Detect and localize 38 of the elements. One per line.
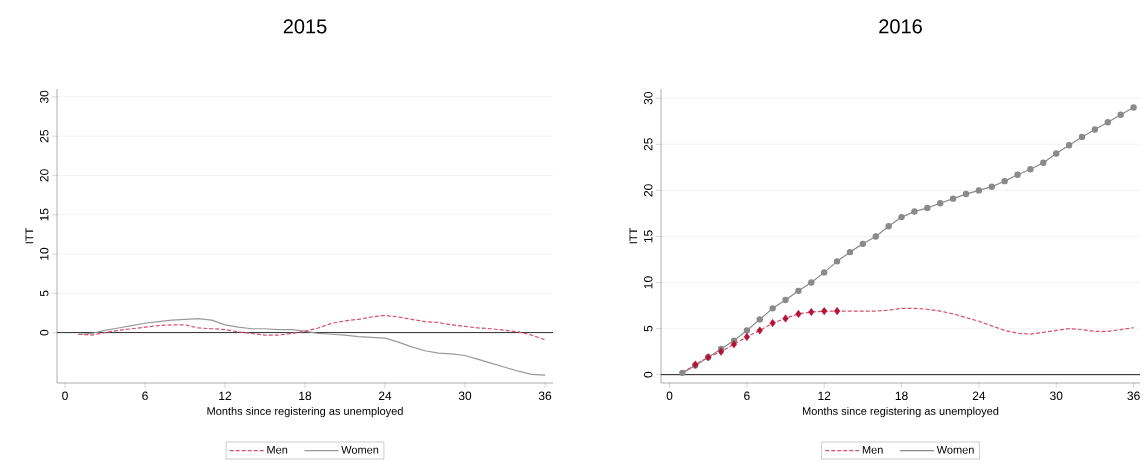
legend-label: Men	[862, 446, 883, 454]
x-tick-label: 0	[62, 391, 68, 401]
y-axis-title: ITT	[25, 228, 34, 244]
x-tick-label: 0	[666, 391, 673, 401]
y-tick-label: 0	[39, 329, 49, 336]
x-tick-label: 36	[1127, 391, 1140, 401]
y-tick-label: 30	[39, 90, 49, 104]
y-tick-label: 10	[643, 276, 653, 289]
y-tick-label: 15	[40, 208, 49, 221]
y-tick-label: 15	[644, 230, 653, 243]
y-tick-label: 0	[643, 371, 653, 378]
y-tick-label: 5	[40, 290, 49, 297]
legend-label: Men	[267, 446, 288, 454]
x-tick-label: 12	[818, 391, 831, 400]
chart-title: 2015	[283, 19, 327, 34]
x-tick-label: 30	[1050, 391, 1063, 401]
x-tick-label: 18	[299, 391, 312, 401]
x-tick-label: 36	[538, 391, 552, 401]
x-tick-label: 6	[142, 391, 148, 401]
x-axis-title: Months since registering as unemployed	[207, 406, 403, 418]
x-axis-title: Months since registering as unemployed	[802, 406, 999, 418]
chart-title: 2016	[879, 19, 922, 34]
legend-label: Women	[341, 446, 379, 454]
y-tick-label: 20	[643, 184, 653, 197]
y-tick-label: 10	[39, 247, 49, 260]
x-tick-label: 6	[744, 391, 750, 401]
x-tick-label: 12	[219, 391, 232, 400]
y-axis-title: ITT	[629, 228, 638, 244]
y-tick-label: 5	[644, 325, 653, 332]
y-tick-label: 25	[39, 130, 49, 143]
y-tick-label: 30	[643, 92, 653, 105]
legend-label: Women	[936, 446, 974, 454]
x-tick-label: 24	[972, 391, 986, 400]
x-tick-label: 18	[895, 391, 908, 401]
x-tick-label: 30	[458, 391, 472, 401]
x-tick-label: 24	[378, 391, 392, 400]
y-tick-label: 25	[643, 138, 653, 151]
y-tick-label: 20	[39, 169, 49, 182]
